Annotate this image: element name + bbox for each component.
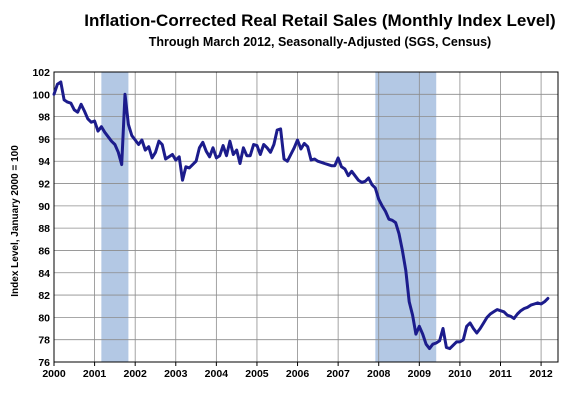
x-tick-label-2011: 2011 bbox=[489, 368, 512, 380]
y-tick-label-86: 86 bbox=[38, 245, 50, 257]
x-tick-label-2000: 2000 bbox=[42, 368, 66, 380]
recession-band-2 bbox=[375, 72, 437, 362]
series-line bbox=[52, 80, 550, 351]
x-tick-label-2010: 2010 bbox=[448, 368, 472, 380]
y-tick-label-102: 102 bbox=[32, 67, 50, 79]
x-axis: 2000 2001 2002 2003 2004 2005 2006 2007 2008 2009… bbox=[42, 362, 553, 380]
x-tick-label-2006: 2006 bbox=[286, 368, 310, 380]
y-tick-label-100: 100 bbox=[32, 89, 50, 101]
x-tick-label-2005: 2005 bbox=[245, 368, 269, 380]
y-tick-label-78: 78 bbox=[38, 335, 50, 347]
y-tick-label-80: 80 bbox=[38, 312, 50, 324]
y-axis-label: Index Level, January 2000 = 100 bbox=[10, 145, 21, 297]
x-tick-label-2004: 2004 bbox=[205, 368, 229, 380]
y-axis: 76 78 80 82 84 86 88 90 92 94 96 98 100 102 bbox=[32, 67, 50, 369]
y-tick-label-82: 82 bbox=[38, 290, 50, 302]
x-tick-label-2007: 2007 bbox=[326, 368, 350, 380]
chart-subtitle: Through March 2012, Seasonally-Adjusted … bbox=[149, 35, 491, 49]
chart-title: Inflation-Corrected Real Retail Sales (M… bbox=[84, 11, 555, 30]
y-tick-label-76: 76 bbox=[38, 357, 50, 369]
x-tick-label-2012: 2012 bbox=[529, 368, 553, 380]
x-tick-label-2003: 2003 bbox=[164, 368, 188, 380]
y-tick-label-96: 96 bbox=[38, 134, 50, 146]
y-tick-label-90: 90 bbox=[38, 201, 50, 213]
recession-bands bbox=[101, 72, 437, 362]
x-tick-label-2001: 2001 bbox=[83, 368, 107, 380]
grid-lines bbox=[53, 71, 558, 363]
y-tick-label-94: 94 bbox=[38, 156, 50, 168]
y-tick-label-98: 98 bbox=[38, 112, 50, 124]
plot-area bbox=[53, 71, 559, 363]
x-tick-label-2009: 2009 bbox=[408, 368, 432, 380]
y-tick-label-84: 84 bbox=[38, 268, 50, 280]
y-tick-label-88: 88 bbox=[38, 223, 50, 235]
y-tick-label-92: 92 bbox=[38, 179, 50, 191]
x-tick-label-2002: 2002 bbox=[124, 368, 148, 380]
x-tick-label-2008: 2008 bbox=[367, 368, 391, 380]
